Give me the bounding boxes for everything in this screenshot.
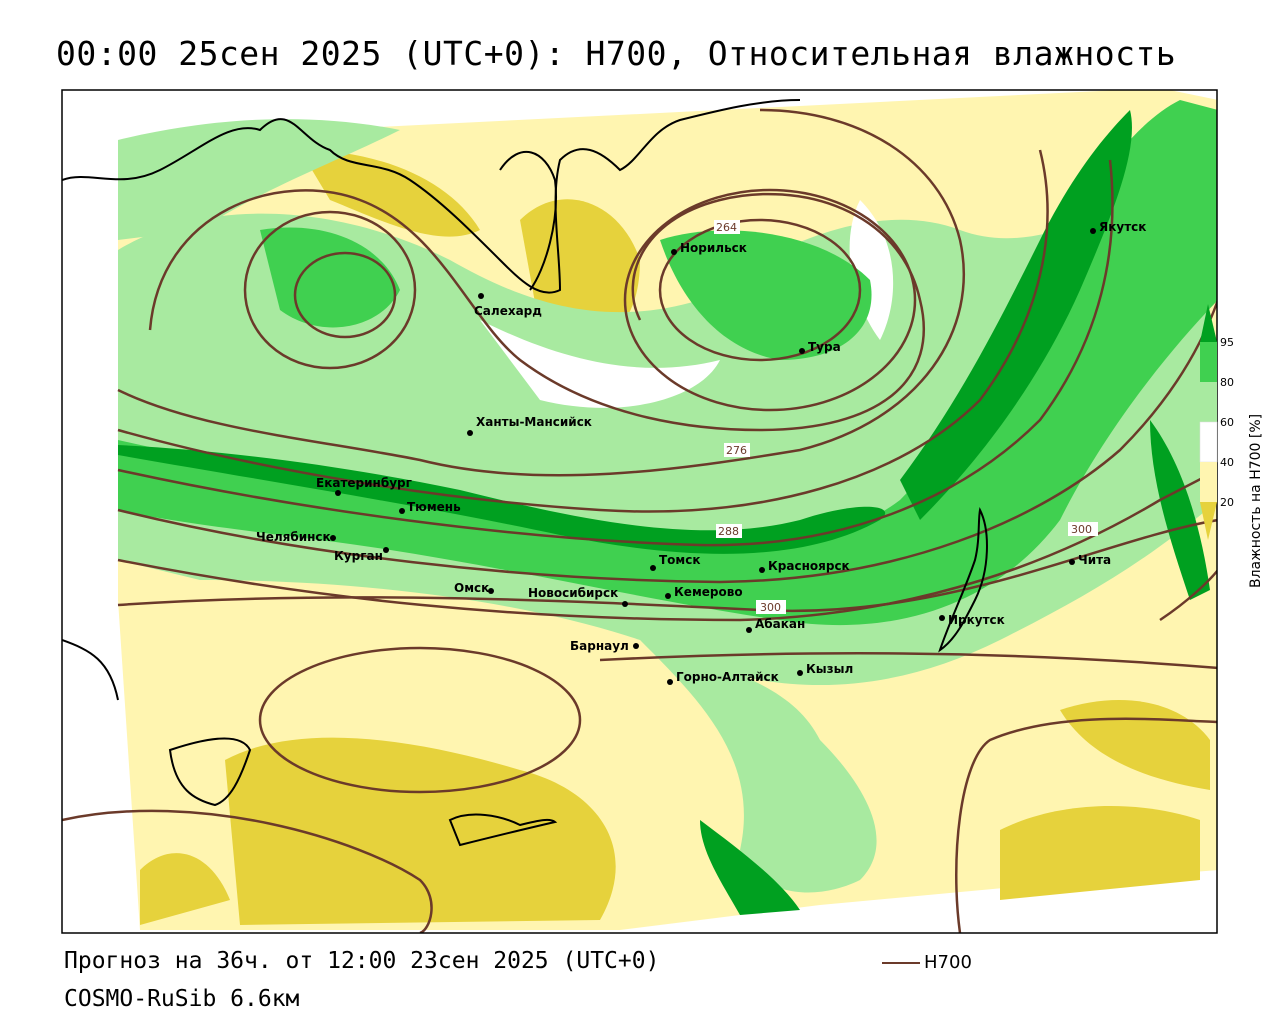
city-khanty-mansiysk: Ханты-Мансийск [467, 415, 592, 436]
svg-text:Иркутск: Иркутск [948, 613, 1005, 627]
h700-legend-label: H700 [924, 952, 972, 973]
h700-contours [62, 108, 1217, 933]
svg-text:Чита: Чита [1078, 553, 1111, 567]
colorbar: 95 80 60 40 20 Влажность на H700 [%] [1199, 304, 1264, 588]
svg-text:Томск: Томск [659, 553, 701, 567]
city-abakan: Абакан [746, 617, 805, 633]
contour-label: 264 [716, 221, 737, 234]
city-norilsk: Норильск [671, 241, 747, 255]
colorbar-tick: 60 [1220, 416, 1234, 429]
svg-text:Горно-Алтайск: Горно-Алтайск [676, 670, 779, 684]
svg-text:Новосибирск: Новосибирск [528, 586, 618, 600]
colorbar-bottom-arrow [1200, 502, 1217, 540]
city-tyumen: Тюмень [399, 500, 461, 514]
model-name: COSMO-RuSib 6.6км [64, 986, 300, 1012]
coastlines [62, 99, 988, 847]
city-krasnoyarsk: Красноярск [759, 559, 850, 573]
contour-labels: 264 276 288 300 300 [714, 220, 1098, 614]
colorbar-tick: 20 [1220, 496, 1234, 509]
very-wet-band [118, 445, 886, 554]
city-irkutsk: Иркутск [939, 613, 1005, 627]
city-gorno-altaysk: Горно-Алтайск [667, 670, 779, 685]
svg-text:Норильск: Норильск [680, 241, 747, 255]
colorbar-top-arrow [1200, 304, 1217, 342]
h700-legend-line [882, 962, 920, 964]
svg-text:Екатеринбург: Екатеринбург [316, 476, 412, 490]
city-labels: Якутск Норильск Салехард Тура Ханты-Манс… [256, 220, 1146, 685]
city-yakutsk: Якутск [1090, 220, 1146, 234]
contour-label: 300 [1071, 523, 1092, 536]
svg-text:Салехард: Салехард [474, 304, 542, 318]
city-novosibirsk: Новосибирск [528, 586, 628, 607]
city-kemerovo: Кемерово [665, 585, 743, 599]
city-chelyabinsk: Челябинск [256, 530, 336, 544]
city-barnaul: Барнаул [570, 639, 639, 653]
colorbar-tick: 95 [1220, 336, 1234, 349]
contour-label: 300 [760, 601, 781, 614]
city-kyzyl: Кызыл [797, 662, 853, 676]
svg-text:Красноярск: Красноярск [768, 559, 850, 573]
city-chita: Чита [1069, 553, 1111, 567]
map-title: 00:00 25сен 2025 (UTC+0): H700, Относите… [56, 34, 1177, 73]
city-tura: Тура [799, 340, 841, 354]
city-kurgan: Курган [334, 547, 389, 563]
colorbar-title: Влажность на H700 [%] [1248, 414, 1264, 588]
humidity-field [118, 90, 1217, 930]
svg-text:Абакан: Абакан [755, 617, 805, 631]
svg-text:Тюмень: Тюмень [407, 500, 461, 514]
svg-text:Челябинск: Челябинск [256, 530, 331, 544]
contour-label: 288 [718, 525, 739, 538]
colorbar-tick: 80 [1220, 376, 1234, 389]
dry-zone [225, 737, 616, 925]
city-yekaterinburg: Екатеринбург [316, 476, 412, 496]
svg-text:Тура: Тура [808, 340, 841, 354]
contour-label: 276 [726, 444, 747, 457]
svg-text:Курган: Курган [334, 549, 383, 563]
svg-text:Барнаул: Барнаул [570, 639, 629, 653]
svg-text:Кемерово: Кемерово [674, 585, 743, 599]
svg-text:Якутск: Якутск [1099, 220, 1146, 234]
city-omsk: Омск [454, 581, 494, 595]
svg-text:Кызыл: Кызыл [806, 662, 853, 676]
colorbar-tick: 40 [1220, 456, 1234, 469]
forecast-info: Прогноз на 36ч. от 12:00 23сен 2025 (UTC… [64, 948, 660, 974]
map-frame [61, 89, 1218, 934]
city-tomsk: Томск [650, 553, 701, 571]
city-salekhard: Салехард [474, 293, 542, 318]
svg-text:Ханты-Мансийск: Ханты-Мансийск [476, 415, 592, 429]
svg-text:Омск: Омск [454, 581, 489, 595]
